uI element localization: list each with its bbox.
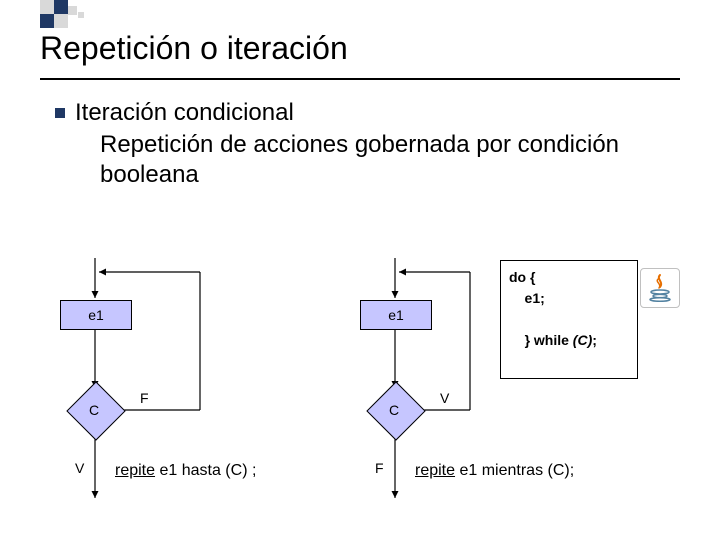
java-logo-icon [640, 268, 680, 308]
flow-right-cond-label: C [389, 402, 399, 418]
flow-right-node-e1: e1 [360, 300, 432, 330]
node-label: e1 [388, 307, 404, 323]
flow-right-caption: repite e1 mientras (C); [415, 462, 574, 480]
code-snippet-box: do { e1; } while (C); [500, 260, 638, 379]
code-line-1: do { [509, 267, 629, 288]
caption-rest: e1 mientras (C); [455, 462, 574, 479]
flow-right-branch-true: V [440, 390, 449, 406]
code-line-3: } while (C); [509, 309, 629, 372]
caption-prefix: repite [415, 462, 455, 479]
flow-right-branch-false: F [375, 460, 384, 476]
code-line-2: e1; [509, 288, 629, 309]
